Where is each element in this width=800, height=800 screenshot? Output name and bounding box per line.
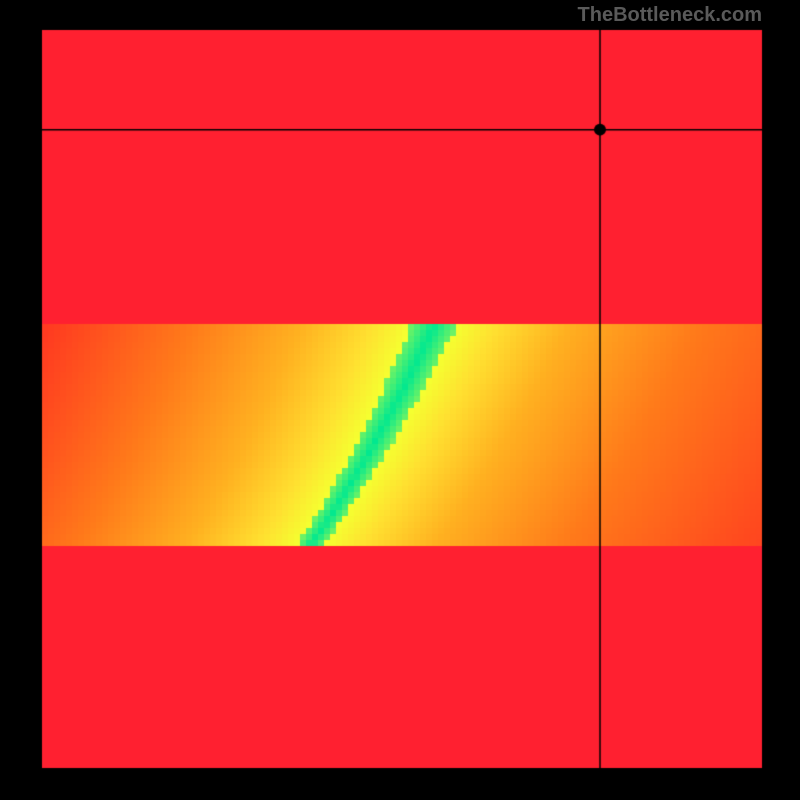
bottleneck-heatmap xyxy=(0,0,800,800)
watermark-text: TheBottleneck.com xyxy=(578,4,762,27)
